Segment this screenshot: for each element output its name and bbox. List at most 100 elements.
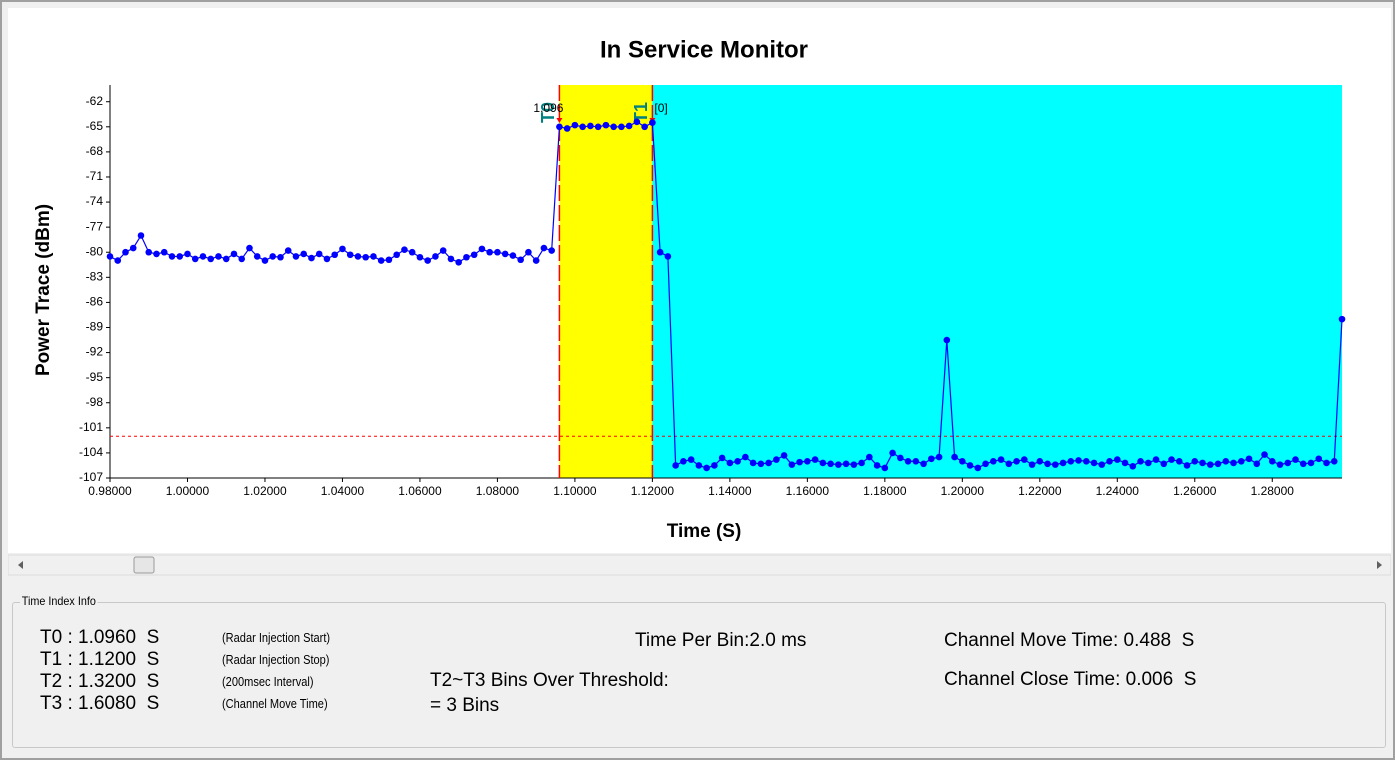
y-tick-label: -104 bbox=[79, 445, 103, 459]
trace-point bbox=[1292, 456, 1299, 463]
trace-point bbox=[835, 461, 842, 468]
trace-point bbox=[525, 248, 532, 256]
scroll-left-arrow[interactable] bbox=[18, 561, 23, 569]
trace-point bbox=[455, 258, 462, 266]
row-label: T1 : 1.1200 S bbox=[40, 649, 160, 670]
channel-move-time: Channel Move Time: 0.488 S bbox=[944, 630, 1195, 651]
trace-point bbox=[982, 460, 989, 468]
x-tick-label: 0.98000 bbox=[88, 484, 132, 498]
trace-point bbox=[1028, 461, 1036, 468]
x-tick-label: 1.02000 bbox=[243, 484, 287, 498]
trace-point bbox=[269, 253, 277, 260]
trace-point bbox=[571, 121, 579, 129]
trace-point bbox=[207, 255, 215, 263]
y-tick-label: -74 bbox=[86, 194, 104, 208]
bins-label: T2~T3 Bins Over Threshold: bbox=[430, 670, 669, 691]
trace-point bbox=[424, 257, 431, 264]
trace-point bbox=[1106, 457, 1113, 465]
trace-point bbox=[1307, 459, 1315, 467]
trace-point bbox=[726, 459, 734, 467]
row-note: (Radar Injection Start) bbox=[222, 630, 331, 645]
trace-point bbox=[385, 256, 393, 264]
trace-point bbox=[439, 247, 447, 254]
trace-point bbox=[928, 455, 935, 463]
trace-point bbox=[1137, 457, 1144, 465]
scroll-right-arrow[interactable] bbox=[1377, 561, 1382, 569]
marker-label: T0 bbox=[538, 102, 558, 123]
trace-point bbox=[842, 460, 850, 468]
trace-point bbox=[1021, 456, 1028, 463]
x-tick-label: 1.20000 bbox=[941, 484, 985, 498]
y-tick-label: -77 bbox=[86, 219, 104, 233]
trace-point bbox=[796, 458, 803, 466]
trace-point bbox=[703, 464, 710, 472]
trace-point bbox=[1013, 457, 1020, 465]
trace-point bbox=[897, 454, 904, 462]
trace-point bbox=[997, 456, 1005, 463]
marker-label: T1 bbox=[631, 102, 651, 123]
x-axis-title: Time (S) bbox=[667, 521, 742, 542]
trace-point bbox=[1222, 457, 1230, 465]
y-tick-label: -83 bbox=[86, 269, 104, 283]
trace-point bbox=[145, 248, 153, 256]
trace-point bbox=[1090, 459, 1098, 467]
trace-point bbox=[292, 253, 300, 260]
trace-point bbox=[990, 457, 997, 465]
x-tick-label: 1.10000 bbox=[553, 484, 597, 498]
trace-point bbox=[1276, 461, 1284, 468]
trace-point bbox=[633, 118, 641, 126]
trace-point bbox=[284, 247, 292, 254]
marker-note: 1.096 bbox=[533, 101, 563, 115]
x-tick-label: 1.00000 bbox=[166, 484, 210, 498]
trace-point bbox=[1067, 457, 1075, 465]
trace-point bbox=[889, 449, 896, 457]
trace-point bbox=[1144, 459, 1152, 467]
trace-point bbox=[509, 252, 517, 259]
region bbox=[559, 85, 653, 478]
row-note: (Radar Injection Stop) bbox=[222, 652, 330, 667]
scroll-thumb[interactable] bbox=[133, 556, 155, 574]
trace-point bbox=[959, 457, 966, 465]
y-tick-label: -80 bbox=[86, 244, 104, 258]
y-tick-label: -107 bbox=[79, 470, 103, 484]
trace-point bbox=[912, 457, 920, 465]
trace-point bbox=[618, 123, 625, 131]
trace-point bbox=[1191, 457, 1199, 465]
trace-point bbox=[1284, 459, 1292, 467]
trace-point bbox=[377, 257, 385, 264]
trace-point bbox=[1175, 457, 1183, 465]
region bbox=[652, 85, 1342, 478]
trace-point bbox=[1005, 460, 1013, 468]
trace-point bbox=[199, 253, 207, 260]
trace-point bbox=[757, 460, 765, 468]
trace-point bbox=[238, 255, 246, 263]
trace-point bbox=[346, 251, 354, 259]
y-tick-label: -98 bbox=[86, 395, 104, 409]
trace-point bbox=[432, 253, 439, 260]
trace-point bbox=[734, 457, 741, 465]
trace-point bbox=[230, 250, 238, 258]
x-tick-label: 1.24000 bbox=[1096, 484, 1140, 498]
y-tick-label: -86 bbox=[86, 295, 104, 309]
trace-point bbox=[680, 457, 687, 465]
row-note: (200msec Interval) bbox=[222, 674, 314, 689]
y-tick-label: -89 bbox=[86, 320, 104, 334]
x-tick-label: 1.06000 bbox=[398, 484, 442, 498]
trace-point bbox=[129, 244, 137, 252]
trace-point bbox=[261, 257, 269, 264]
trace-point bbox=[765, 459, 772, 467]
trace-point bbox=[780, 452, 788, 459]
scrollbar[interactable] bbox=[8, 554, 1391, 576]
y-tick-label: -65 bbox=[86, 119, 104, 133]
trace-point bbox=[1083, 457, 1090, 465]
trace-point bbox=[850, 461, 858, 468]
trace-point bbox=[587, 122, 594, 130]
trace-point bbox=[1245, 455, 1253, 463]
x-tick-label: 1.08000 bbox=[476, 484, 520, 498]
trace-point bbox=[1338, 315, 1346, 323]
trace-point bbox=[711, 462, 718, 469]
trace-point bbox=[920, 460, 927, 468]
trace-point bbox=[610, 123, 617, 131]
trace-point bbox=[788, 461, 796, 468]
